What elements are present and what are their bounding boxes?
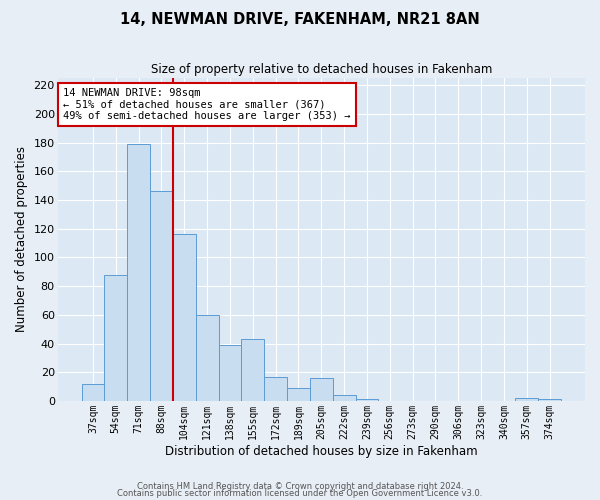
Bar	[104, 274, 127, 401]
Bar	[356, 400, 379, 401]
Bar	[538, 400, 561, 401]
Text: 14 NEWMAN DRIVE: 98sqm
← 51% of detached houses are smaller (367)
49% of semi-de: 14 NEWMAN DRIVE: 98sqm ← 51% of detached…	[63, 88, 350, 121]
X-axis label: Distribution of detached houses by size in Fakenham: Distribution of detached houses by size …	[165, 444, 478, 458]
Bar	[241, 339, 264, 401]
Bar	[127, 144, 150, 401]
Bar	[82, 384, 104, 401]
Bar	[310, 378, 333, 401]
Bar	[515, 398, 538, 401]
Title: Size of property relative to detached houses in Fakenham: Size of property relative to detached ho…	[151, 62, 492, 76]
Bar	[196, 315, 218, 401]
Text: Contains public sector information licensed under the Open Government Licence v3: Contains public sector information licen…	[118, 490, 482, 498]
Bar	[150, 192, 173, 401]
Bar	[218, 345, 241, 401]
Text: 14, NEWMAN DRIVE, FAKENHAM, NR21 8AN: 14, NEWMAN DRIVE, FAKENHAM, NR21 8AN	[120, 12, 480, 28]
Text: Contains HM Land Registry data © Crown copyright and database right 2024.: Contains HM Land Registry data © Crown c…	[137, 482, 463, 491]
Bar	[333, 395, 356, 401]
Bar	[173, 234, 196, 401]
Y-axis label: Number of detached properties: Number of detached properties	[15, 146, 28, 332]
Bar	[287, 388, 310, 401]
Bar	[264, 376, 287, 401]
